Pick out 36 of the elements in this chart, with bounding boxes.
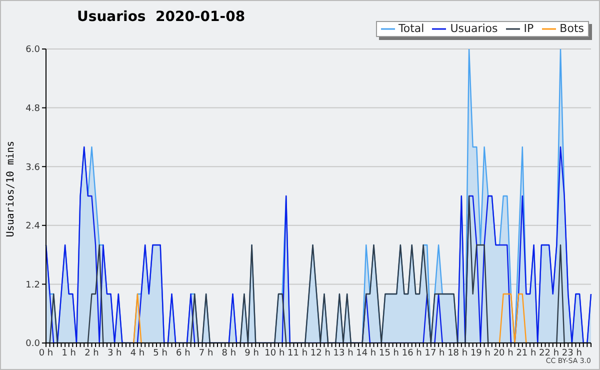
x-tick-label: 1 h <box>62 348 76 358</box>
x-tick-label: 21 h <box>516 348 536 358</box>
y-tick-label: 6.0 <box>26 45 40 56</box>
legend-label: Bots <box>558 22 584 36</box>
x-tick-label: 10 h <box>264 348 285 358</box>
legend-label: Total <box>398 22 424 36</box>
legend-label: Usuarios <box>449 22 498 36</box>
x-tick-label: 20 h <box>493 348 514 358</box>
x-tick-label: 0 h <box>38 348 54 358</box>
x-tick-label: 23 h <box>562 348 582 358</box>
x-tick-label: 4 h <box>130 348 145 358</box>
x-tick-label: 5 h <box>153 348 168 358</box>
x-tick-label: 8 h <box>222 348 236 358</box>
x-tick-label: 22 h <box>539 348 560 358</box>
x-tick-label: 18 h <box>448 348 468 358</box>
x-tick-label: 19 h <box>470 348 490 358</box>
x-tick-label: 13 h <box>333 348 354 358</box>
y-tick-label: 0.0 <box>26 339 40 350</box>
x-tick-label: 9 h <box>244 348 259 358</box>
x-tick-label: 11 h <box>288 348 308 358</box>
x-tick-label: 15 h <box>378 348 400 358</box>
x-tick-label: 12 h <box>310 348 330 358</box>
y-tick-label: 2.4 <box>26 222 40 232</box>
x-tick-label: 6 h <box>176 348 190 358</box>
x-tick-label: 7 h <box>198 348 214 358</box>
chart-title: Usuarios 2020-01-08 <box>77 9 246 25</box>
y-tick-label: 4.8 <box>26 104 40 114</box>
x-tick-label: 16 h <box>402 348 422 358</box>
y-axis-title: Usuarios/10 mins <box>6 140 16 238</box>
legend-label: IP <box>522 22 534 36</box>
x-tick-label: 14 h <box>356 348 376 358</box>
x-tick-label: 3 h <box>107 348 122 358</box>
y-tick-label: 3.6 <box>26 162 40 173</box>
y-tick-label: 1.2 <box>26 280 40 290</box>
x-tick-label: 2 h <box>84 348 99 358</box>
x-tick-label: 17 h <box>424 348 445 358</box>
